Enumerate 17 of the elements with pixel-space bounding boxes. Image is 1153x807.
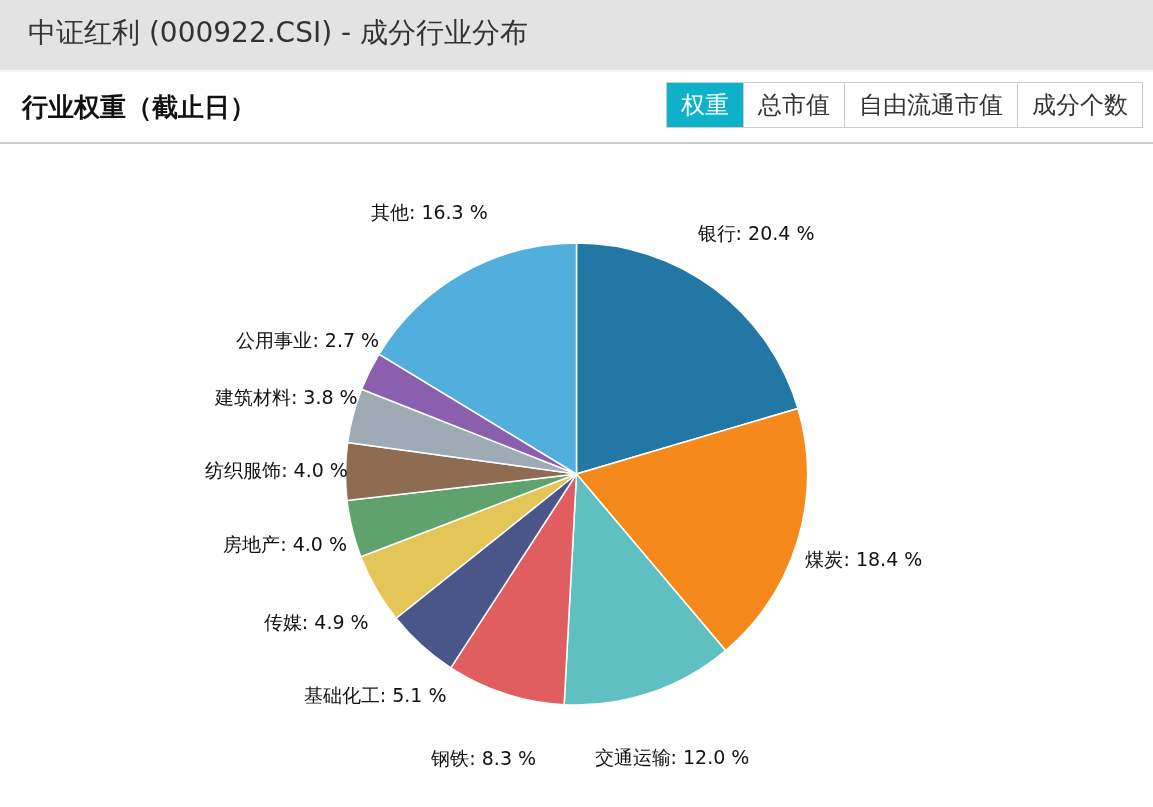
- chart-subtitle: 行业权重（截止日）: [22, 91, 256, 124]
- text: 总市值: [743, 83, 844, 127]
- slice-label: 房地产: 4.0 %: [223, 533, 348, 556]
- slice-label: 公用事业: 2.7 %: [236, 328, 380, 351]
- slice-label: 基础化工: 5.1 %: [303, 684, 447, 707]
- slice-label: 煤炭: 18.4 %: [805, 548, 923, 571]
- slice-label: 银行: 20.4 %: [696, 221, 815, 244]
- slice-label: 交通运输: 12.0 %: [594, 746, 750, 769]
- chart-title: 中证红利 (000922.CSI) - 成分行业分布: [0, 0, 1153, 72]
- slice-label: 钢铁: 8.3 %: [430, 747, 537, 770]
- text: 权重: [667, 83, 743, 127]
- slice-label: 传媒: 4.9 %: [263, 611, 369, 634]
- slice-label: 其他: 16.3 %: [370, 200, 488, 223]
- text: 成分个数: [1017, 83, 1142, 127]
- text: 自由流通市值: [844, 83, 1017, 127]
- slice-label: 建筑材料: 3.8 %: [213, 385, 358, 408]
- slice-label: 纺织服饰: 4.0 %: [205, 458, 348, 481]
